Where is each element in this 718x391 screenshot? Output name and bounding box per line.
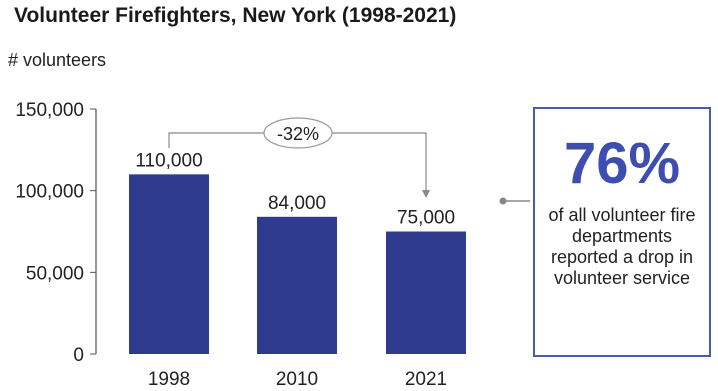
y-axis-label: # volunteers — [8, 50, 107, 70]
bar-1998 — [129, 174, 209, 354]
x-tick-label: 1998 — [148, 369, 190, 390]
x-tick-label: 2010 — [276, 369, 318, 390]
bar-chart: 0 50,000 100,000 150,000 110,000 1998 84,000 20… — [15, 100, 530, 390]
y-tick-label: 150,000 — [15, 100, 84, 121]
change-arrowhead — [422, 190, 430, 198]
change-badge — [263, 117, 333, 149]
y-tick-label: 100,000 — [15, 182, 84, 203]
chart-title: Volunteer Firefighters, New York (1998-2… — [14, 4, 457, 27]
bar-2010 — [257, 216, 337, 354]
data-label: 84,000 — [268, 193, 326, 214]
change-label: -32% — [277, 124, 319, 144]
y-tick-label: 50,000 — [26, 263, 84, 284]
y-tick-label: 0 — [73, 345, 84, 366]
callout-percent: 76% — [563, 131, 681, 196]
callout-box: 76% of all volunteer fire departments re… — [533, 107, 711, 357]
callout-connector-dot — [499, 197, 507, 205]
callout-text: of all volunteer fire departments report… — [548, 205, 696, 288]
data-label: 110,000 — [135, 150, 202, 171]
data-label: 75,000 — [397, 208, 455, 229]
bar-2021 — [386, 231, 466, 354]
x-tick-label: 2021 — [405, 369, 447, 390]
